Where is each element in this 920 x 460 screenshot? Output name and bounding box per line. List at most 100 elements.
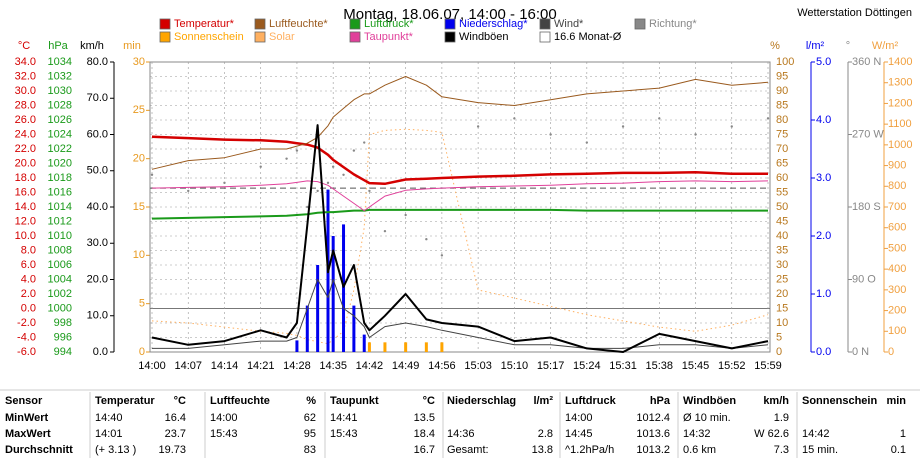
table-header: Niederschlag	[447, 395, 516, 407]
table-cell: Ø 10 min.	[683, 412, 731, 424]
y-tick-label: 1022	[48, 143, 72, 155]
y-tick-label: 50.0	[87, 165, 108, 177]
x-tick-label: 14:56	[428, 360, 456, 372]
table-cell: 0.1	[891, 444, 906, 456]
y-tick-label: 1032	[48, 70, 72, 82]
y-tick-label: 700	[888, 201, 906, 213]
y-tick-label: 25	[776, 273, 788, 285]
table-header: Taupunkt	[330, 395, 379, 407]
direction-dot	[658, 117, 661, 120]
table-cell: 13.5	[414, 412, 435, 424]
y-tick-label: 998	[54, 317, 72, 329]
y-tick-label: 85	[776, 99, 788, 111]
table-header: °C	[174, 395, 186, 407]
y-tick-label: 500	[888, 242, 906, 254]
y-tick-label: 26.0	[15, 114, 36, 126]
table-cell: 0.6 km	[683, 444, 716, 456]
axis-unit: l/m²	[806, 40, 825, 52]
series-line	[151, 128, 769, 345]
y-tick-label: 4.0	[21, 273, 36, 285]
y-tick-label: 1010	[48, 230, 72, 242]
legend-swatch	[444, 18, 456, 30]
table-cell: 23.7	[165, 428, 186, 440]
x-tick-label: 14:07	[174, 360, 202, 372]
direction-dot	[404, 213, 407, 217]
x-tick-label: 14:35	[319, 360, 347, 372]
direction-dot	[150, 173, 154, 176]
y-tick-label: 22.0	[15, 143, 36, 155]
y-tick-label: 8.0	[21, 244, 36, 256]
table-cell: 1013.2	[636, 444, 670, 456]
table-cell: W 62.6	[754, 428, 789, 440]
y-tick-label: 10.0	[15, 230, 36, 242]
direction-dot	[383, 229, 387, 233]
legend-swatch	[159, 18, 171, 30]
y-tick-label: 4.0	[816, 114, 831, 126]
table-header: %	[306, 395, 316, 407]
direction-dot	[730, 125, 733, 128]
y-tick-label: 1400	[888, 56, 912, 68]
y-tick-label: 1000	[48, 302, 72, 314]
table-cell: 14:00	[565, 412, 593, 424]
y-tick-label: 2.0	[21, 288, 36, 300]
y-tick-label: 65	[776, 157, 788, 169]
direction-dot	[352, 149, 356, 152]
y-tick-label: 600	[888, 222, 906, 234]
table-cell: 14:32	[683, 428, 711, 440]
table-cell: 83	[304, 444, 316, 456]
legend-swatch	[254, 18, 266, 30]
y-tick-label: 1000	[888, 139, 912, 151]
direction-dot	[259, 165, 262, 168]
table-cell: 2.8	[538, 428, 553, 440]
y-tick-label: 15	[776, 302, 788, 314]
table-cell: 14:01	[95, 428, 123, 440]
y-tick-label: 1016	[48, 186, 72, 198]
bar	[342, 224, 346, 352]
bar	[440, 342, 444, 352]
y-tick-label: 0.0	[93, 346, 108, 358]
legend-swatch	[444, 31, 456, 43]
y-tick-label: 10.0	[87, 310, 108, 322]
x-tick-label: 14:28	[283, 360, 311, 372]
series-line	[151, 180, 769, 212]
y-tick-label: -2.0	[17, 317, 36, 329]
table-cell: Gesamt:	[447, 444, 489, 456]
y-tick-label: 60.0	[87, 128, 108, 140]
x-tick-label: 14:21	[247, 360, 275, 372]
axis-unit: min	[123, 40, 141, 52]
direction-dot	[513, 117, 516, 120]
x-tick-label: 15:10	[501, 360, 529, 372]
bar	[295, 340, 299, 352]
legend-label: Luftfeuchte*	[269, 18, 328, 30]
x-tick-label: 15:03	[464, 360, 492, 372]
series-line	[152, 279, 769, 349]
table-cell: 15:43	[210, 428, 238, 440]
table-cell: 19.73	[158, 444, 186, 456]
y-tick-label: 90 O	[852, 273, 876, 285]
axis-unit: °	[846, 40, 850, 52]
table-header: hPa	[650, 395, 671, 407]
legend-swatch	[634, 18, 646, 30]
bar	[331, 236, 335, 352]
y-tick-label: 0	[139, 346, 145, 358]
bar	[316, 265, 320, 352]
x-tick-label: 15:45	[682, 360, 710, 372]
y-tick-label: 28.0	[15, 99, 36, 111]
direction-dot	[425, 238, 428, 241]
y-tick-label: 70.0	[87, 92, 108, 104]
y-tick-label: 50	[776, 201, 788, 213]
y-tick-label: 30	[776, 259, 788, 271]
y-tick-label: 3.0	[816, 172, 831, 184]
y-tick-label: 1020	[48, 157, 72, 169]
y-tick-label: 40	[776, 230, 788, 242]
legend-label: Taupunkt*	[364, 31, 414, 43]
bar	[424, 342, 428, 352]
table-cell: 14:45	[565, 428, 593, 440]
series-line	[151, 76, 769, 170]
legend-label: Sonnenschein	[174, 31, 244, 43]
table-header: °C	[423, 395, 435, 407]
axis-unit: W/m²	[872, 40, 899, 52]
table-cell: 13.8	[532, 444, 553, 456]
direction-dot	[621, 125, 625, 128]
